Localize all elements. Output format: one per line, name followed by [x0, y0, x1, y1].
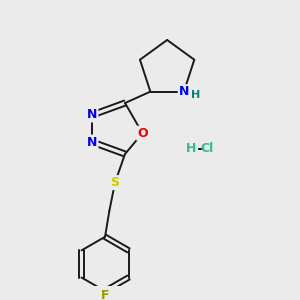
Text: Cl: Cl — [200, 142, 214, 155]
Text: F: F — [101, 289, 109, 300]
Text: N: N — [179, 85, 189, 98]
Text: O: O — [137, 127, 148, 140]
Text: N: N — [87, 108, 98, 122]
Text: N: N — [87, 136, 98, 148]
Text: H: H — [191, 89, 200, 100]
Text: H: H — [186, 142, 197, 155]
Text: S: S — [110, 176, 119, 189]
